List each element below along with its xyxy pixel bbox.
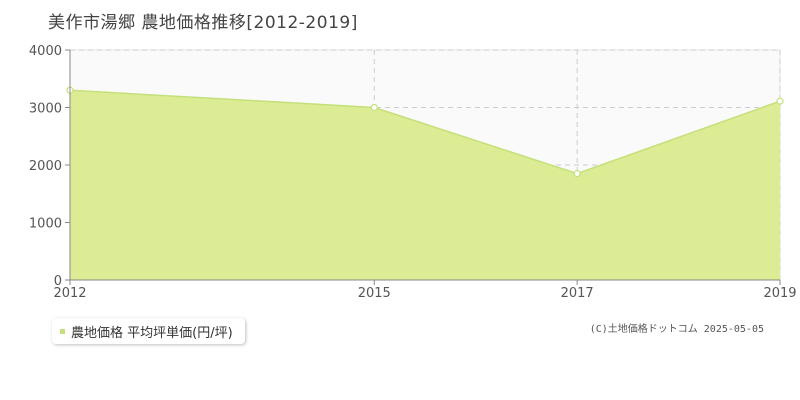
x-tick-label: 2017 [561, 286, 594, 301]
x-tick-labels: 2012 2015 2017 2019 [53, 286, 796, 301]
data-points [66, 86, 784, 178]
x-tick-label: 2015 [358, 286, 391, 301]
y-tick-label: 0 [54, 274, 62, 289]
legend: 農地価格 平均坪単価(円/坪) [52, 318, 245, 344]
area-fill [70, 90, 780, 280]
y-tick-label: 1000 [29, 217, 62, 232]
x-tick-label: 2019 [763, 286, 796, 301]
legend-swatch [60, 328, 65, 334]
y-tick-label: 2000 [29, 159, 62, 174]
chart-title: 美作市湯郷 農地価格推移[2012-2019] [48, 13, 358, 33]
legend-label: 農地価格 平均坪単価(円/坪) [71, 325, 233, 341]
y-tick-label: 3000 [29, 102, 62, 117]
y-tick-labels: 0 1000 2000 3000 4000 [29, 44, 62, 289]
axes [65, 49, 781, 285]
data-point [370, 103, 378, 112]
data-point [776, 97, 784, 105]
x-tick-label: 2012 [53, 286, 86, 301]
copyright-credit: (C)土地価格ドットコム 2025-05-05 [589, 324, 764, 335]
series-line [69, 89, 781, 175]
data-point [573, 170, 581, 178]
y-tick-label: 4000 [29, 44, 62, 59]
